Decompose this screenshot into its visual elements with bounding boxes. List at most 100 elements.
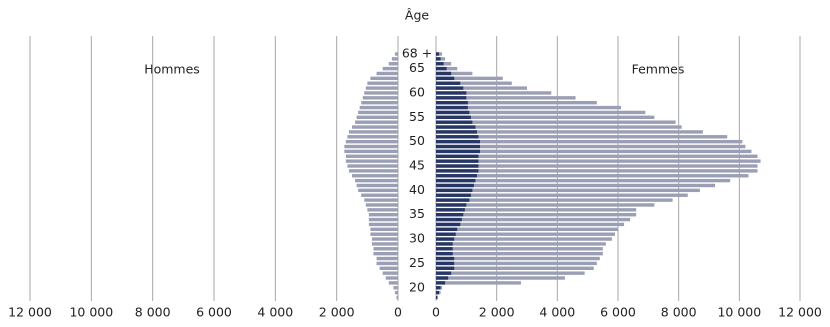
bar (370, 227, 398, 232)
x-tick-label: 2 000 (479, 305, 515, 320)
bar (436, 130, 477, 134)
bar (436, 139, 743, 144)
bar (391, 57, 398, 61)
bar (394, 290, 398, 295)
bar (436, 149, 752, 154)
bar (436, 91, 467, 95)
y-tick-label: 25 (409, 255, 425, 270)
x-tick-label: 4 000 (539, 305, 575, 320)
bar (364, 198, 398, 202)
bar (348, 130, 398, 134)
bar (371, 242, 398, 246)
bar (436, 76, 455, 81)
bar (436, 120, 473, 124)
bar (396, 295, 398, 300)
bar (347, 135, 398, 139)
bar (436, 183, 716, 188)
y-tick-label: 30 (409, 231, 425, 246)
bar (436, 261, 597, 266)
bar (436, 281, 521, 285)
bar (436, 295, 438, 300)
bar (362, 96, 398, 100)
bar (436, 96, 467, 100)
bar (356, 115, 398, 120)
bar (361, 193, 398, 197)
bar (436, 71, 473, 76)
bar (436, 271, 452, 275)
bar (436, 52, 440, 56)
bar (352, 174, 398, 178)
x-tick-label: 8 000 (661, 305, 697, 320)
bar (348, 169, 398, 173)
bar (373, 251, 398, 256)
bar (436, 81, 512, 85)
x-tick-label: 10 000 (69, 305, 113, 320)
bar (436, 247, 603, 251)
x-tick-label: 6 000 (600, 305, 636, 320)
x-tick-label: 8 000 (135, 305, 171, 320)
y-tick-label: 65 (409, 60, 425, 75)
bar (345, 159, 398, 163)
bar (436, 227, 458, 232)
bar (436, 178, 731, 183)
bar (365, 203, 398, 207)
x-tick-label: 12 000 (778, 305, 822, 320)
bar (436, 110, 646, 115)
bar (356, 183, 398, 188)
bar (436, 91, 552, 95)
bar (436, 164, 479, 168)
x-tick-label: 0 (394, 305, 402, 320)
bar (436, 178, 476, 183)
bar (436, 154, 479, 158)
bar (371, 237, 398, 241)
bar (355, 120, 398, 124)
bar (436, 66, 447, 71)
x-tick-label: 12 000 (8, 305, 52, 320)
bar (436, 261, 455, 266)
bar (436, 115, 655, 120)
bar (436, 290, 440, 295)
bar (436, 105, 622, 110)
bar (436, 222, 625, 227)
bar (436, 198, 470, 202)
bar (436, 144, 746, 149)
bar (436, 101, 468, 105)
bar (436, 164, 758, 168)
bar (436, 71, 452, 76)
bar (436, 281, 446, 285)
bar (436, 62, 444, 66)
bar (436, 208, 637, 212)
bar (368, 222, 398, 227)
bar (367, 208, 398, 212)
bar (436, 183, 474, 188)
bar (436, 188, 473, 193)
bar (436, 174, 749, 178)
y-tick-label: 35 (409, 206, 425, 221)
bar (364, 91, 398, 95)
x-tick-label: 0 (432, 305, 440, 320)
bar (436, 169, 758, 173)
bar (368, 213, 398, 217)
bar (436, 208, 465, 212)
bar (436, 213, 637, 217)
bar (436, 203, 467, 207)
bar (436, 276, 449, 280)
bar (344, 149, 398, 154)
y-tick-label: 20 (409, 279, 425, 294)
bar (376, 261, 398, 266)
bar (436, 242, 606, 246)
bar (436, 130, 703, 134)
bar (436, 149, 480, 154)
bar (370, 232, 398, 236)
bar (345, 154, 398, 158)
bar (436, 247, 453, 251)
x-tick-label: 10 000 (717, 305, 761, 320)
bar (370, 76, 398, 81)
bar (436, 86, 527, 90)
bar (436, 222, 461, 227)
bar (436, 159, 479, 163)
y-tick-label: 50 (409, 133, 425, 148)
bar (368, 217, 398, 222)
bar (436, 251, 453, 256)
